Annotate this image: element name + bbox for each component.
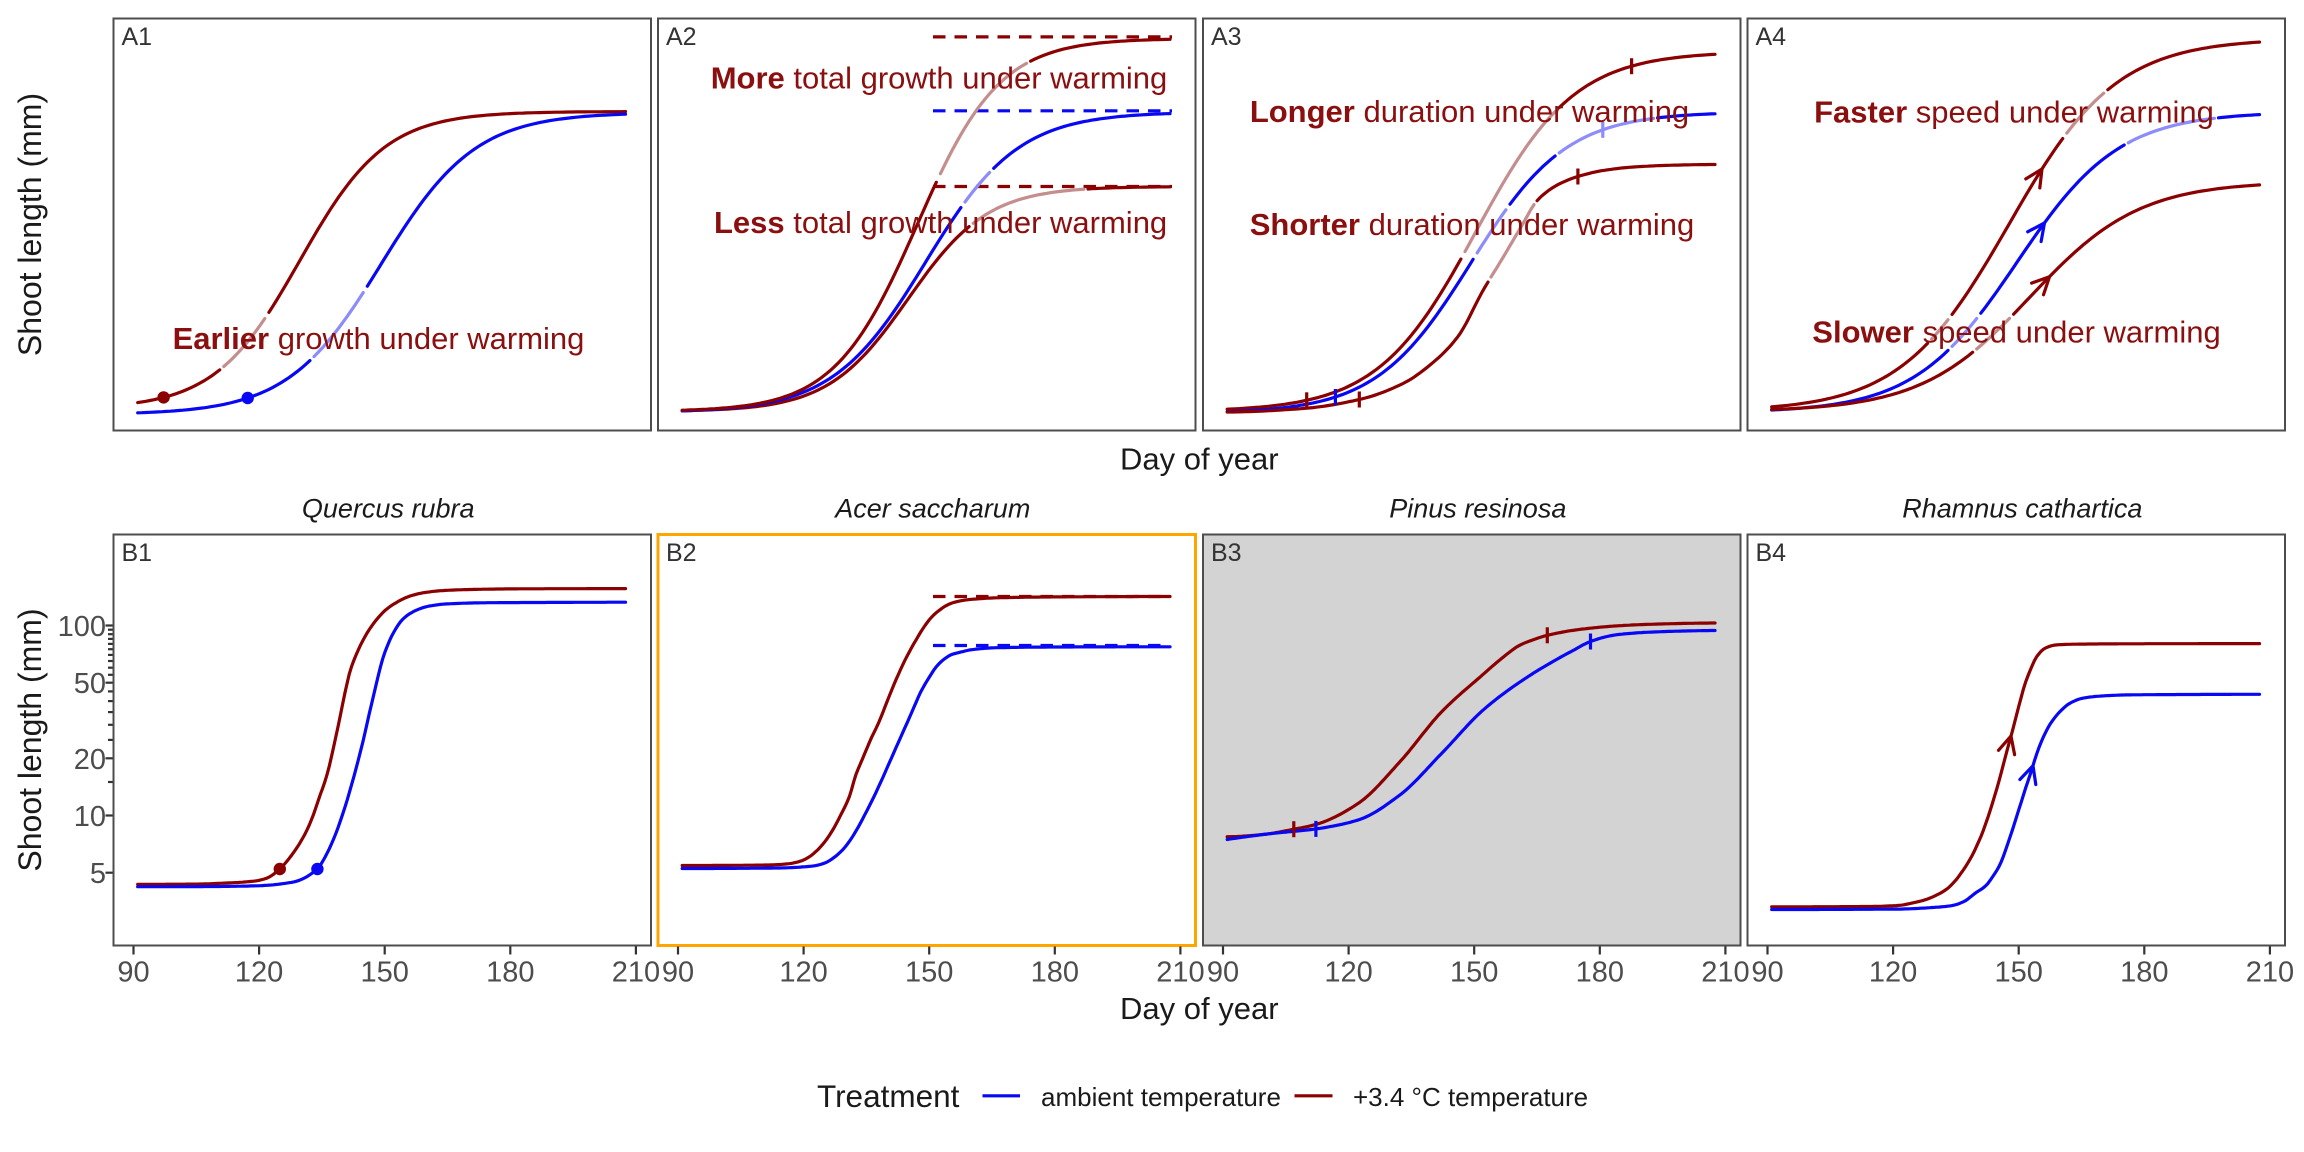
svg-text:50: 50 <box>74 668 106 700</box>
svg-text:150: 150 <box>1995 957 2043 989</box>
svg-text:A2: A2 <box>666 23 697 51</box>
svg-text:B1: B1 <box>122 539 153 567</box>
svg-text:Slower speed under warming: Slower speed under warming <box>1812 315 2220 350</box>
svg-text:Rhamnus cathartica: Rhamnus cathartica <box>1902 494 2142 524</box>
svg-text:180: 180 <box>2120 957 2168 989</box>
svg-text:A1: A1 <box>122 23 153 51</box>
svg-text:Shoot length (mm): Shoot length (mm) <box>12 93 48 356</box>
svg-text:210: 210 <box>612 957 660 989</box>
svg-text:20: 20 <box>74 744 106 776</box>
svg-text:ambient temperature: ambient temperature <box>1041 1082 1281 1112</box>
svg-text:150: 150 <box>361 957 409 989</box>
svg-text:120: 120 <box>235 957 283 989</box>
svg-text:5: 5 <box>90 858 106 890</box>
svg-text:B4: B4 <box>1756 539 1787 567</box>
svg-text:10: 10 <box>74 801 106 833</box>
svg-text:180: 180 <box>1576 957 1624 989</box>
svg-text:Longer duration under warming: Longer duration under warming <box>1250 94 1689 129</box>
svg-text:210: 210 <box>2246 957 2294 989</box>
svg-text:Less total growth under warmin: Less total growth under warming <box>714 205 1167 240</box>
svg-text:Shoot length (mm): Shoot length (mm) <box>12 608 48 871</box>
svg-text:More total growth under warmin: More total growth under warming <box>711 60 1168 95</box>
svg-text:100: 100 <box>58 611 106 643</box>
svg-text:90: 90 <box>1751 957 1783 989</box>
svg-text:90: 90 <box>662 957 694 989</box>
svg-text:150: 150 <box>1450 957 1498 989</box>
svg-text:+3.4 °C temperature: +3.4 °C temperature <box>1353 1082 1588 1112</box>
svg-text:Faster speed under warming: Faster speed under warming <box>1814 95 2214 130</box>
svg-text:210: 210 <box>1701 957 1749 989</box>
svg-text:Acer saccharum: Acer saccharum <box>833 494 1030 524</box>
svg-text:180: 180 <box>486 957 534 989</box>
svg-text:120: 120 <box>1869 957 1917 989</box>
svg-text:Quercus rubra: Quercus rubra <box>302 494 475 524</box>
svg-text:120: 120 <box>1324 957 1372 989</box>
svg-text:Shorter duration under warming: Shorter duration under warming <box>1250 207 1695 242</box>
svg-text:Day of year: Day of year <box>1120 991 1279 1026</box>
svg-text:Pinus resinosa: Pinus resinosa <box>1389 494 1566 524</box>
svg-text:180: 180 <box>1031 957 1079 989</box>
svg-text:Day of year: Day of year <box>1120 442 1279 477</box>
svg-text:Treatment: Treatment <box>817 1078 960 1114</box>
svg-text:Earlier growth under warming: Earlier growth under warming <box>173 321 585 356</box>
svg-text:90: 90 <box>117 957 149 989</box>
svg-text:150: 150 <box>905 957 953 989</box>
svg-text:90: 90 <box>1207 957 1239 989</box>
svg-text:A4: A4 <box>1756 23 1787 51</box>
svg-text:210: 210 <box>1156 957 1204 989</box>
svg-text:A3: A3 <box>1211 23 1242 51</box>
svg-text:B2: B2 <box>666 539 697 567</box>
svg-text:120: 120 <box>779 957 827 989</box>
svg-text:B3: B3 <box>1211 539 1242 567</box>
